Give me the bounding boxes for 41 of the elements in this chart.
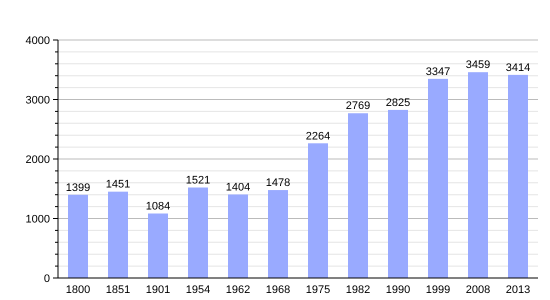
bar xyxy=(428,78,448,278)
x-tick-label: 1982 xyxy=(346,284,370,296)
x-tick-label: 2013 xyxy=(506,284,530,296)
x-tick-label: 1901 xyxy=(146,284,170,296)
data-label: 3459 xyxy=(466,59,490,72)
data-label: 2769 xyxy=(346,100,370,112)
bar xyxy=(388,110,408,278)
bar xyxy=(228,194,248,278)
bar xyxy=(188,188,208,278)
bar xyxy=(68,194,88,278)
y-tick-label: 4000 xyxy=(26,34,50,47)
data-label: 1521 xyxy=(186,174,210,186)
y-tick-label: 3000 xyxy=(26,94,50,106)
bar xyxy=(348,113,368,278)
data-label: 1399 xyxy=(66,182,90,194)
data-label: 2264 xyxy=(306,130,330,142)
x-tick-label: 1800 xyxy=(66,284,90,296)
y-tick-label: 1000 xyxy=(26,213,50,226)
bar xyxy=(468,72,488,278)
bar xyxy=(308,143,328,278)
bar xyxy=(148,214,168,278)
x-tick-label: 1990 xyxy=(386,284,410,296)
data-label: 1404 xyxy=(226,181,250,194)
y-tick-label: 0 xyxy=(44,272,50,285)
data-label: 3347 xyxy=(426,66,450,78)
x-tick-label: 2008 xyxy=(466,284,490,296)
bar xyxy=(108,192,128,278)
data-label: 1478 xyxy=(266,177,290,190)
bar xyxy=(508,74,528,278)
x-tick-label: 1962 xyxy=(226,284,250,296)
data-label: 1451 xyxy=(106,178,130,191)
x-tick-label: 1999 xyxy=(426,284,450,296)
data-label: 3414 xyxy=(506,62,530,74)
x-tick-label: 1851 xyxy=(106,284,130,296)
x-tick-label: 1968 xyxy=(266,284,290,296)
x-tick-label: 1975 xyxy=(306,284,330,296)
data-label: 2825 xyxy=(386,96,410,109)
x-tick-label: 1954 xyxy=(186,284,210,296)
y-tick-label: 2000 xyxy=(26,154,50,166)
data-label: 1084 xyxy=(146,200,170,212)
bar xyxy=(268,190,288,278)
